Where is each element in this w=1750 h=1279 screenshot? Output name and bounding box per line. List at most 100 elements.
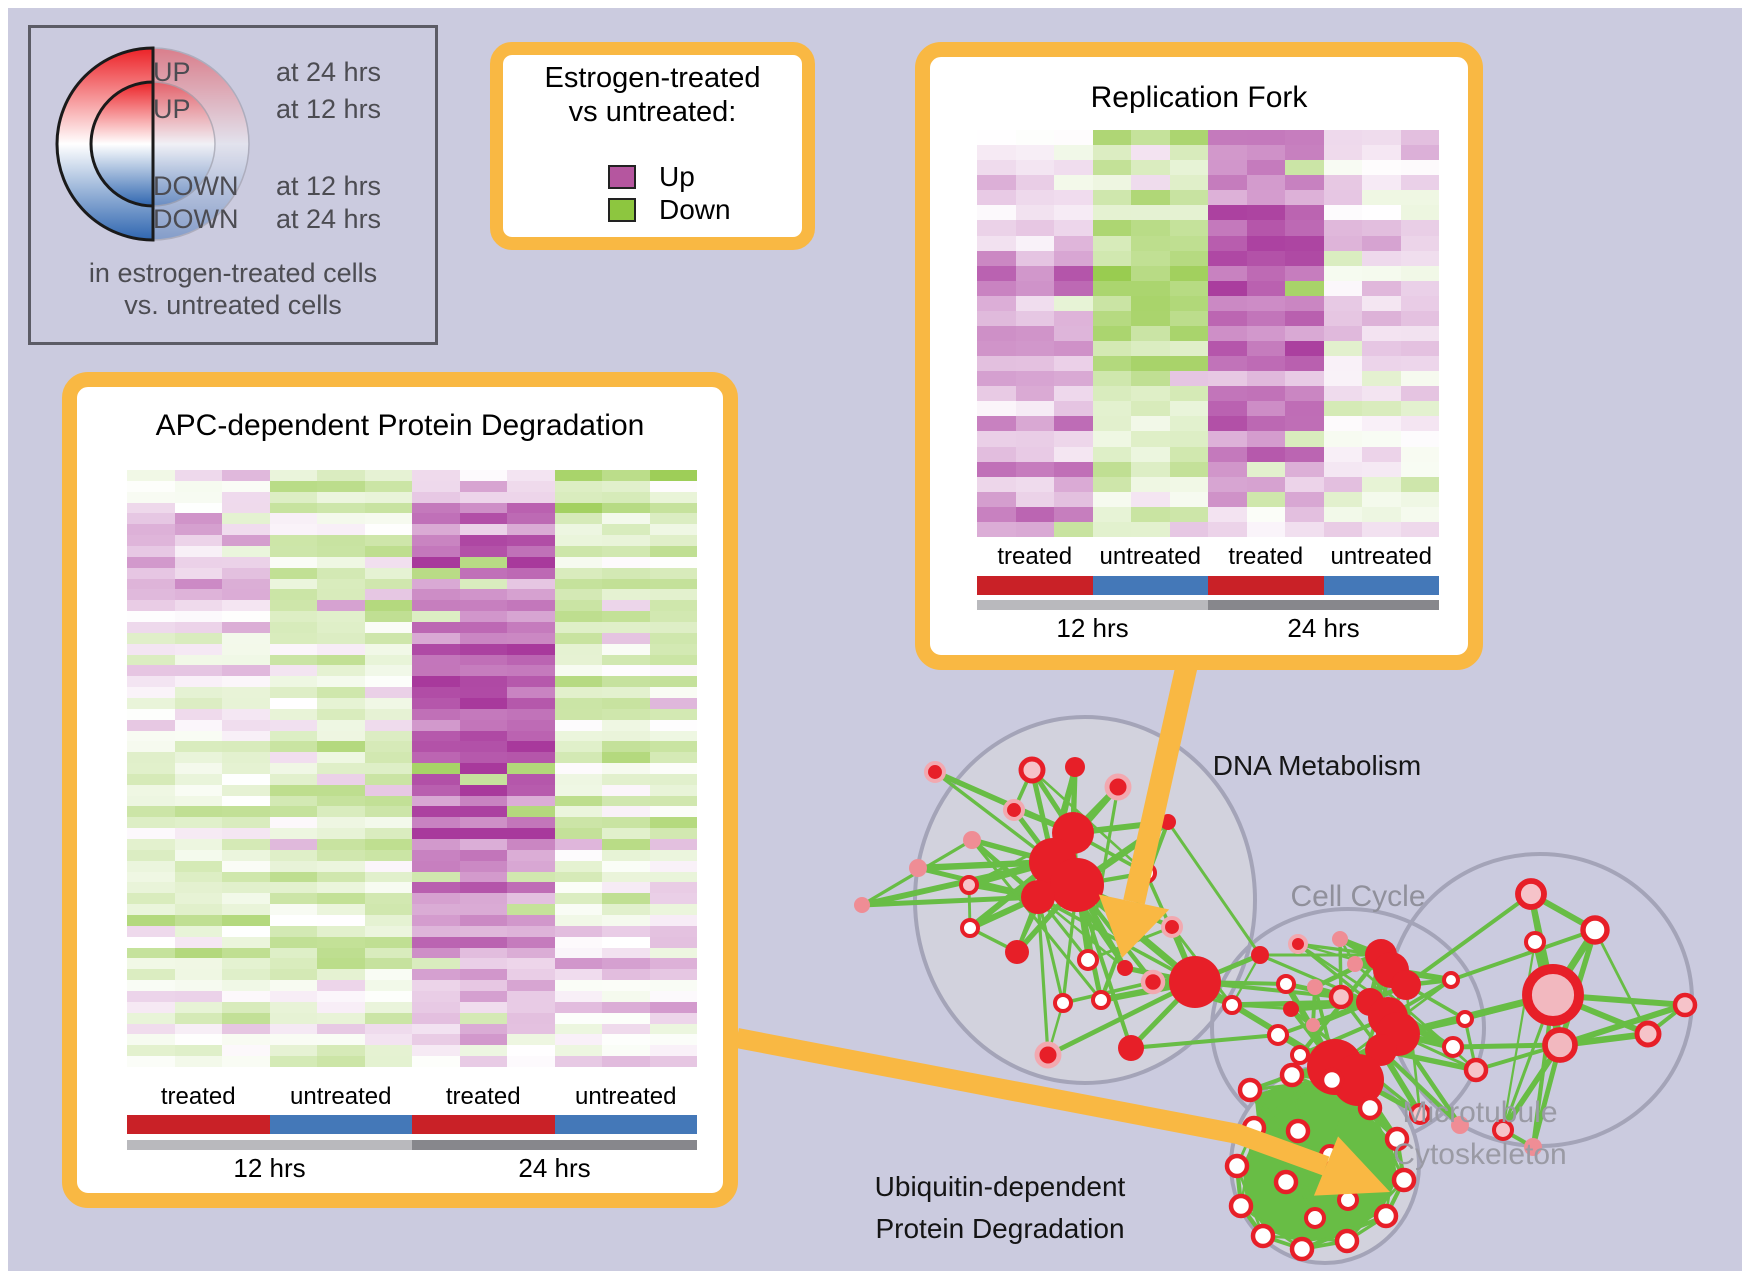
heatmap-cell	[127, 828, 175, 840]
heatmap-cell	[412, 849, 460, 861]
heatmap-cell	[127, 915, 175, 926]
heatmap-cell	[174, 524, 222, 536]
heatmap-cell	[412, 882, 460, 894]
heatmap-cell	[222, 502, 270, 514]
heatmap-cell	[269, 741, 317, 753]
heatmap-cell	[507, 556, 555, 568]
heatmap-cell	[554, 556, 602, 568]
heatmap-cell	[364, 567, 412, 579]
heatmap-cell	[1208, 190, 1247, 206]
heatmap-cell	[317, 676, 365, 688]
heatmap-cell	[602, 839, 650, 850]
heatmap-cell	[554, 839, 602, 850]
time-color-bar	[977, 600, 1439, 610]
heatmap-cell	[222, 611, 270, 622]
heatmap-cell	[507, 676, 555, 688]
heatmap-cell	[412, 828, 460, 840]
heatmap-cell	[602, 980, 650, 992]
heatmap-cell	[269, 925, 317, 937]
heatmap-cell	[602, 784, 650, 796]
heatmap-cell	[222, 763, 270, 774]
heatmap-cell	[1285, 310, 1324, 326]
heatmap-cell	[602, 697, 650, 709]
heatmap-cell	[269, 556, 317, 568]
heatmap-cell	[1323, 521, 1362, 537]
heatmap-cell	[554, 871, 602, 883]
heatmap-cell	[269, 795, 317, 807]
heatmap-cell	[602, 741, 650, 753]
heatmap-cell	[554, 904, 602, 916]
heatmap-cell	[127, 784, 175, 796]
heatmap-cell	[1285, 401, 1324, 417]
heatmap-cell	[1169, 371, 1208, 387]
heatmap-cell	[459, 502, 507, 514]
heatmap-cell	[317, 806, 365, 818]
inner-ring-right-faded	[152, 81, 216, 207]
heatmap-cell	[174, 806, 222, 818]
heatmap-cell	[649, 502, 697, 514]
heatmap-cell	[507, 1056, 555, 1067]
heatmap-cell	[412, 524, 460, 536]
heatmap-cell	[554, 708, 602, 720]
heatmap-cell	[317, 1045, 365, 1057]
heatmap-cell	[649, 806, 697, 818]
heatmap-cell	[649, 828, 697, 840]
heatmap-cell	[459, 687, 507, 698]
heatmap-cell	[364, 697, 412, 709]
heatmap-cell	[1208, 446, 1247, 462]
heatmap-cell	[412, 502, 460, 514]
heatmap-cell	[649, 730, 697, 742]
heatmap-cell	[1362, 235, 1401, 251]
condition-bar-segment	[1323, 576, 1439, 595]
heatmap-cell	[507, 882, 555, 894]
ring-time-label: at 12 hrs	[276, 94, 382, 124]
heatmap-cell	[174, 915, 222, 926]
heatmap-cell	[1208, 310, 1247, 326]
heatmap-cell	[459, 556, 507, 568]
heatmap-cell	[507, 665, 555, 677]
heatmap-cell	[507, 708, 555, 720]
heatmap-cell	[602, 600, 650, 612]
heatmap-cell	[554, 958, 602, 970]
heatmap-cell	[554, 1001, 602, 1013]
heatmap-cell	[364, 828, 412, 840]
heatmap-cell	[1323, 205, 1362, 221]
heatmap-cell	[1054, 431, 1093, 447]
heatmap-cell	[1400, 491, 1439, 507]
heatmap-cell	[412, 795, 460, 807]
heatmap-cell	[459, 969, 507, 981]
heatmap-cell	[1015, 461, 1054, 477]
heatmap-cell	[507, 643, 555, 655]
heatmap-cell	[977, 461, 1016, 477]
heatmap-cell	[174, 752, 222, 764]
heatmap-cell	[1362, 521, 1401, 537]
heatmap-cell	[554, 741, 602, 753]
heatmap-cell	[127, 763, 175, 774]
heatmap-cell	[174, 839, 222, 850]
heatmap-cell	[1246, 356, 1285, 372]
heatmap-cell	[1169, 220, 1208, 236]
condition-bar-segment	[554, 1115, 697, 1134]
heatmap-cell	[602, 502, 650, 514]
heatmap-cell	[977, 521, 1016, 537]
heatmap-cell	[174, 1001, 222, 1013]
heatmap-cell	[1131, 325, 1170, 342]
heatmap-cell	[222, 643, 270, 655]
heatmap-cell	[459, 893, 507, 905]
heatmap-cell	[364, 958, 412, 970]
heatmap-cell	[507, 806, 555, 818]
heatmap-cell	[127, 513, 175, 525]
heatmap-cell	[317, 991, 365, 1002]
heatmap-cell	[174, 600, 222, 612]
heatmap-cell	[1092, 341, 1131, 357]
replication-fork-heatmap	[977, 130, 1439, 537]
heatmap-cell	[269, 480, 317, 492]
heatmap-cell	[602, 925, 650, 937]
heatmap-cell	[1169, 190, 1208, 206]
heatmap-cell	[364, 991, 412, 1002]
time-bar-segment	[1208, 600, 1439, 610]
heatmap-cell	[1169, 175, 1208, 191]
heatmap-cell	[412, 491, 460, 503]
heatmap-cell	[1015, 521, 1054, 537]
heatmap-cell	[317, 1023, 365, 1035]
